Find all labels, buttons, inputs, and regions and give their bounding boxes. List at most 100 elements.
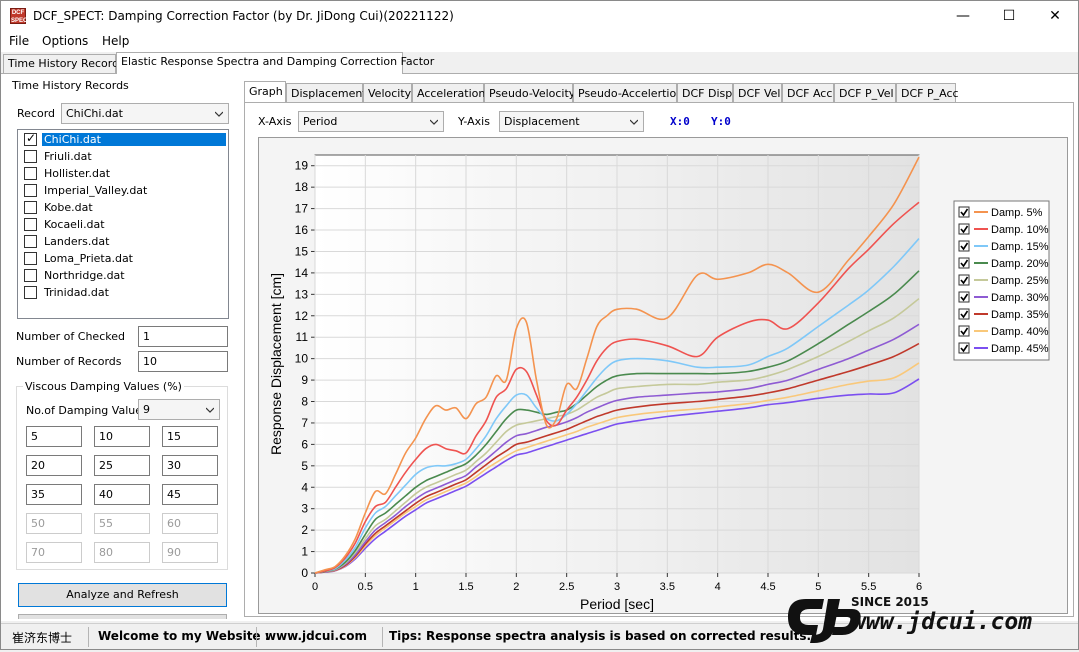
legend-checkbox[interactable]: [958, 274, 970, 286]
tab-dcf-p-acc[interactable]: DCF P_Acc: [896, 83, 959, 102]
menu-file[interactable]: File: [9, 34, 30, 48]
legend-checkbox[interactable]: [958, 240, 970, 252]
record-checkbox[interactable]: [24, 252, 37, 265]
damping-value-field[interactable]: 5: [26, 426, 82, 447]
record-checkbox[interactable]: [24, 150, 37, 163]
record-select[interactable]: ChiChi.dat: [61, 103, 229, 124]
damping-value-field[interactable]: 25: [94, 455, 150, 476]
record-label: Record: [17, 107, 56, 120]
legend-checkbox[interactable]: [958, 325, 970, 337]
series-line[interactable]: [314, 362, 920, 574]
legend-checkbox[interactable]: [958, 223, 970, 235]
record-checkbox[interactable]: [24, 184, 37, 197]
series-line[interactable]: [314, 297, 920, 574]
tab-acceleration[interactable]: Acceleration: [412, 83, 485, 102]
series-line[interactable]: [314, 238, 920, 574]
y-tick-label: 18: [295, 180, 309, 194]
record-checkbox[interactable]: [24, 235, 37, 248]
minimize-button[interactable]: —: [956, 8, 970, 24]
y-tick-label: 16: [295, 223, 309, 237]
xaxis-select[interactable]: Period: [298, 111, 444, 132]
list-item[interactable]: Hollister.dat: [20, 165, 220, 182]
legend-checkbox[interactable]: [958, 342, 970, 354]
maximize-button[interactable]: ☐: [1002, 8, 1016, 24]
damping-value-field[interactable]: 20: [26, 455, 82, 476]
legend-checkbox[interactable]: [958, 291, 970, 303]
list-item[interactable]: Friuli.dat: [20, 148, 220, 165]
tab-dcf-disp[interactable]: DCF Disp: [677, 83, 733, 102]
menu-help[interactable]: Help: [102, 34, 130, 48]
chart-frame[interactable]: 0 1 2 3 4 5 6 7 8 9 10 11 12 13 14 15 16 17 18 19 0 0.5 1 1.5 2 2…: [258, 137, 1068, 614]
record-checkbox[interactable]: [24, 201, 37, 214]
tab-pseudo-velocity[interactable]: Pseudo-Velocity: [484, 83, 575, 102]
record-name: Northridge.dat: [44, 269, 125, 282]
series-line[interactable]: [314, 323, 920, 574]
record-checkbox[interactable]: [24, 167, 37, 180]
list-item[interactable]: Trinidad.dat: [20, 284, 220, 301]
damping-value-field[interactable]: 55: [94, 513, 150, 534]
analyze-refresh-button[interactable]: Analyze and Refresh: [18, 583, 227, 607]
record-checkbox[interactable]: [24, 269, 37, 282]
tab-graph[interactable]: Graph: [244, 81, 286, 102]
damping-value-field[interactable]: 60: [162, 513, 218, 534]
num-records-label: Number of Records: [16, 355, 122, 368]
tab-dcf-vel[interactable]: DCF Vel: [733, 83, 782, 102]
tab-velocity[interactable]: Velocity: [363, 83, 412, 102]
damping-value-field[interactable]: 35: [26, 484, 82, 505]
tab-time-history-records[interactable]: Time History Records: [3, 54, 125, 73]
record-checkbox[interactable]: ✓: [24, 131, 37, 146]
series-line[interactable]: [314, 201, 920, 574]
checkmark-icon: [960, 327, 969, 336]
legend-checkbox[interactable]: [958, 308, 970, 320]
status-website-link[interactable]: www.jdcui.com: [265, 629, 367, 643]
watermark-since: SINCE 2015: [851, 595, 929, 609]
record-checkbox[interactable]: [24, 218, 37, 231]
window-title: DCF_SPECT: Damping Correction Factor (by…: [33, 9, 454, 23]
damping-value-field[interactable]: 80: [94, 542, 150, 563]
checkmark-icon: [960, 225, 969, 234]
record-checkbox[interactable]: [24, 286, 37, 299]
damping-value-field[interactable]: 30: [162, 455, 218, 476]
damping-value-field[interactable]: 50: [26, 513, 82, 534]
damping-value-field[interactable]: 70: [26, 542, 82, 563]
legend-checkbox[interactable]: [958, 257, 970, 269]
checkmark-icon: [960, 242, 969, 251]
damping-value-field[interactable]: 45: [162, 484, 218, 505]
num-checked-field[interactable]: 1: [138, 326, 228, 347]
tab-elastic-response-spectra[interactable]: Elastic Response Spectra and Damping Cor…: [116, 52, 434, 74]
list-item[interactable]: Kobe.dat: [20, 199, 220, 216]
num-records-field[interactable]: 10: [138, 351, 228, 372]
damping-value-field[interactable]: 90: [162, 542, 218, 563]
y-tick-label: 4: [301, 480, 308, 494]
x-tick-label: 0.5: [358, 581, 373, 593]
result-tabs: Graph Displacement Velocity Acceleration Pse…: [244, 81, 1074, 102]
damping-value-field[interactable]: 10: [94, 426, 150, 447]
num-damping-select[interactable]: 9: [138, 399, 220, 420]
x-axis-title: Period [sec]: [580, 596, 654, 612]
xaxis-select-value: Period: [303, 115, 338, 128]
series-line[interactable]: [314, 270, 920, 574]
list-item[interactable]: Imperial_Valley.dat: [20, 182, 220, 199]
tab-displacement[interactable]: Displacement: [286, 83, 367, 102]
damping-value-field[interactable]: 40: [94, 484, 150, 505]
series-line[interactable]: [314, 378, 920, 574]
menu-options[interactable]: Options: [42, 34, 89, 48]
tab-pseudo-accelertion[interactable]: Pseudo-Accelertion: [573, 83, 683, 102]
legend-label: Damp. 20%: [991, 258, 1049, 270]
list-item[interactable]: ✓ ChiChi.dat: [20, 131, 226, 148]
list-item[interactable]: Kocaeli.dat: [20, 216, 220, 233]
record-list[interactable]: ✓ ChiChi.dat Friuli.dat Hollister.dat Imperi…: [17, 129, 229, 319]
series-line[interactable]: [314, 342, 920, 574]
tab-dcf-acc[interactable]: DCF Acc: [782, 83, 834, 102]
list-item[interactable]: Landers.dat: [20, 233, 220, 250]
close-button[interactable]: ✕: [1049, 8, 1061, 24]
list-item[interactable]: Northridge.dat: [20, 267, 220, 284]
yaxis-select[interactable]: Displacement: [499, 111, 644, 132]
legend-checkbox[interactable]: [958, 206, 970, 218]
series-line[interactable]: [314, 156, 920, 574]
status-separator: [382, 627, 383, 647]
tab-dcf-p-vel[interactable]: DCF P_Vel: [834, 83, 896, 102]
list-item[interactable]: Loma_Prieta.dat: [20, 250, 220, 267]
damping-value-field[interactable]: 15: [162, 426, 218, 447]
